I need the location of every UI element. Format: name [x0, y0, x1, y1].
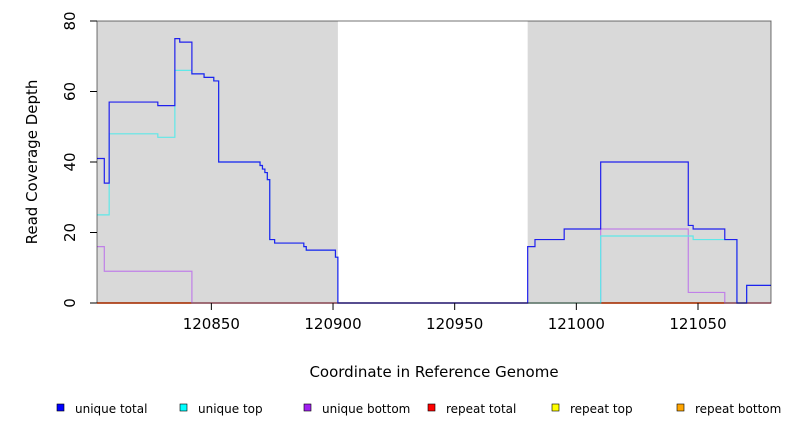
y-tick-label: 40 — [61, 152, 79, 171]
x-tick-label: 120900 — [304, 315, 361, 333]
legend-swatch-repeat-total — [427, 403, 436, 412]
legend-swatch-unique-total — [56, 403, 65, 412]
y-tick-label: 0 — [61, 298, 79, 308]
legend-label-unique-top: unique top — [198, 402, 263, 416]
legend-swatch-unique-bottom — [303, 403, 312, 412]
y-axis-title: Read Coverage Depth — [23, 80, 41, 245]
y-tick-label: 60 — [61, 82, 79, 101]
x-axis: 120850 120900 120950 121000 121050 — [183, 303, 727, 333]
x-tick-label: 120850 — [183, 315, 240, 333]
legend-swatch-repeat-bottom — [676, 403, 685, 412]
x-tick-label: 121000 — [548, 315, 605, 333]
legend-swatch-repeat-top — [551, 403, 560, 412]
y-axis: 0 20 40 60 80 — [61, 11, 97, 308]
legend-label-unique-bottom: unique bottom — [322, 402, 410, 416]
y-tick-label: 80 — [61, 11, 79, 30]
legend-label-repeat-top: repeat top — [570, 402, 633, 416]
series-line-unique-total — [97, 38, 771, 304]
legend-label-repeat-total: repeat total — [446, 402, 516, 416]
legend-label-repeat-bottom: repeat bottom — [695, 402, 781, 416]
shaded-region-1 — [97, 21, 338, 303]
legend-swatch-unique-top — [179, 403, 188, 412]
legend-label-unique-total: unique total — [75, 402, 147, 416]
x-tick-label: 121050 — [669, 315, 726, 333]
y-tick-label: 20 — [61, 223, 79, 242]
legend: unique total unique top unique bottom repea… — [56, 402, 781, 416]
x-axis-title: Coordinate in Reference Genome — [309, 363, 558, 381]
x-tick-label: 120950 — [426, 315, 483, 333]
